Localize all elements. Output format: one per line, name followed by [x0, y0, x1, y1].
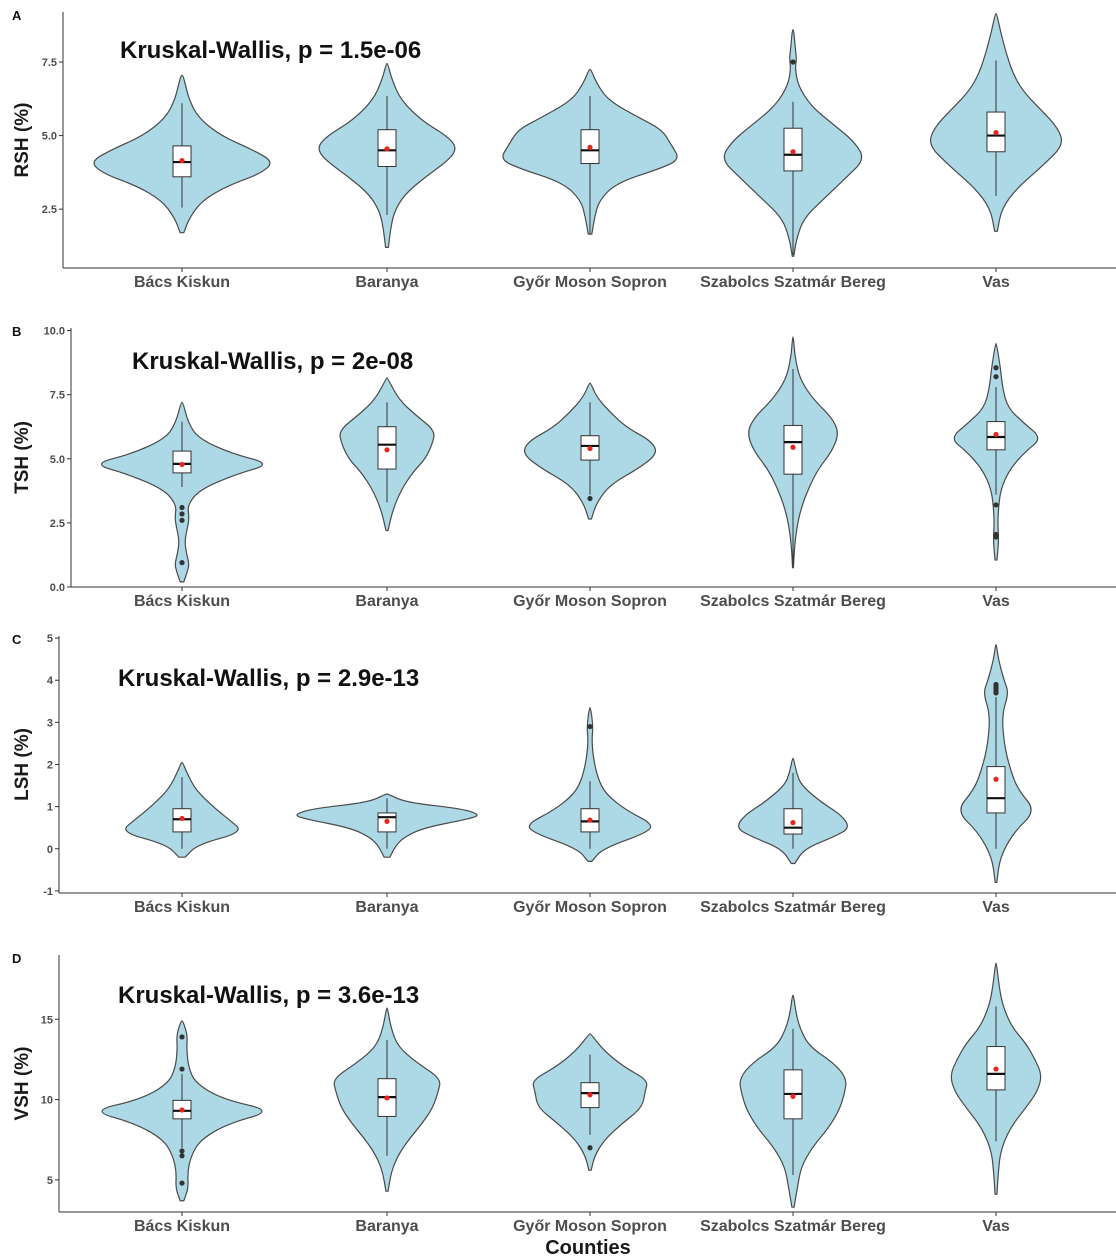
x-tick-label: Szabolcs Szatmár Bereg: [700, 899, 886, 916]
x-tick-label: Szabolcs Szatmár Bereg: [700, 274, 886, 291]
mean-point: [790, 149, 796, 155]
y-tick-label: 3: [47, 717, 53, 729]
outlier-point: [790, 59, 796, 65]
outlier-point: [993, 374, 999, 380]
outlier-point: [179, 1180, 185, 1186]
kruskal-wallis-annotation: Kruskal-Wallis, p = 2.9e-13: [118, 665, 419, 692]
y-tick-label: -1: [43, 886, 53, 898]
outlier-point: [587, 495, 593, 502]
y-tick-label: 1: [47, 802, 53, 814]
mean-point: [179, 461, 185, 468]
panel-letter: C: [12, 632, 22, 647]
outlier-point: [993, 365, 999, 371]
outlier-point: [993, 690, 999, 696]
mean-point: [790, 444, 796, 450]
mean-point: [587, 144, 593, 150]
y-tick-label: 10.0: [44, 326, 65, 338]
panel-C: C -1 0 1 2 3 4 5 LSH (%) Kruskal-Wallis, p = 2.9e…: [12, 632, 1116, 916]
mean-point: [384, 818, 390, 824]
x-tick-label: Baranya: [355, 899, 418, 916]
mean-point: [993, 431, 999, 438]
mean-point: [790, 820, 796, 826]
y-tick-label: 5: [47, 1175, 53, 1187]
y-axis-title: VSH (%): [12, 1047, 33, 1121]
y-tick-label: 5.0: [42, 131, 57, 143]
outlier-point: [179, 504, 185, 511]
mean-point: [179, 815, 185, 822]
outlier-point: [179, 511, 185, 517]
y-tick-label: 15: [41, 1014, 53, 1026]
kruskal-wallis-annotation: Kruskal-Wallis, p = 1.5e-06: [120, 37, 421, 64]
mean-point: [179, 1107, 185, 1113]
outlier-point: [993, 502, 999, 508]
mean-point: [384, 1095, 390, 1101]
outlier-point: [587, 723, 593, 730]
panel-B: B 0.0 2.5 5.0 7.5 10.0 TSH (%) Kruskal-Wallis, …: [12, 324, 1116, 610]
x-tick-label: Vas: [982, 899, 1010, 916]
panels-layer: A 2.5 5.0 7.5 RSH (%) Kruskal-Wallis, p = 1.5…: [12, 8, 1116, 1235]
outlier-point: [179, 1034, 185, 1040]
mean-point: [993, 776, 999, 782]
mean-point: [587, 817, 593, 823]
kruskal-wallis-annotation: Kruskal-Wallis, p = 2e-08: [132, 348, 413, 375]
y-tick-label: 7.5: [50, 390, 65, 402]
boxplot-box: [986, 766, 1006, 814]
y-tick-label: 7.5: [42, 57, 57, 69]
mean-point: [790, 1093, 796, 1099]
x-tick-label: Vas: [982, 593, 1010, 610]
kruskal-wallis-annotation: Kruskal-Wallis, p = 3.6e-13: [118, 982, 419, 1009]
x-tick-label: Vas: [982, 1218, 1010, 1235]
y-tick-label: 5.0: [50, 454, 65, 466]
panel-D: D 5 10 15 VSH (%) Kruskal-Wallis, p = 3.6e-13…: [12, 951, 1116, 1235]
x-tick-label: Szabolcs Szatmár Bereg: [700, 1218, 886, 1235]
x-tick-label: Vas: [982, 274, 1010, 291]
outlier-point: [179, 517, 185, 523]
x-tick-label: Szabolcs Szatmár Bereg: [700, 593, 886, 610]
mean-point: [587, 445, 593, 452]
x-tick-label: Baranya: [355, 274, 418, 291]
x-tick-label: Győr Moson Sopron: [513, 593, 667, 610]
x-tick-label: Bács Kiskun: [134, 1218, 230, 1235]
x-tick-label: Baranya: [355, 1218, 418, 1235]
panel-letter: D: [12, 951, 21, 966]
panel-A: A 2.5 5.0 7.5 RSH (%) Kruskal-Wallis, p = 1.5…: [12, 8, 1116, 291]
violin-0: [100, 401, 264, 583]
x-tick-label: Győr Moson Sopron: [513, 899, 667, 916]
mean-point: [993, 1066, 999, 1072]
y-axis-title: RSH (%): [12, 103, 33, 178]
mean-point: [384, 447, 390, 453]
outlier-point: [179, 1153, 185, 1159]
y-tick-label: 0: [47, 844, 53, 856]
mean-point: [993, 130, 999, 136]
x-tick-label: Győr Moson Sopron: [513, 274, 667, 291]
y-tick-label: 5: [47, 633, 53, 645]
y-tick-label: 0.0: [50, 582, 65, 594]
y-tick-label: 10: [41, 1095, 53, 1107]
y-tick-label: 2.5: [50, 518, 65, 530]
outlier-point: [993, 534, 999, 540]
x-axis-title: Counties: [545, 1237, 631, 1259]
y-tick-label: 4: [47, 675, 54, 687]
x-tick-label: Baranya: [355, 593, 418, 610]
x-tick-label: Bács Kiskun: [134, 899, 230, 916]
panel-letter: A: [12, 8, 22, 23]
outlier-point: [179, 1066, 185, 1072]
panel-letter: B: [12, 324, 21, 339]
x-tick-label: Bács Kiskun: [134, 274, 230, 291]
y-tick-label: 2.5: [42, 204, 57, 216]
outlier-point: [179, 1148, 185, 1154]
y-axis-title: LSH (%): [12, 728, 33, 801]
mean-point: [587, 1092, 593, 1098]
y-tick-label: 2: [47, 760, 53, 772]
x-tick-label: Bács Kiskun: [134, 593, 230, 610]
mean-point: [179, 157, 185, 164]
outlier-point: [587, 1145, 593, 1151]
outlier-point: [179, 560, 185, 566]
mean-point: [384, 146, 390, 152]
y-axis-title: TSH (%): [12, 421, 33, 494]
x-tick-label: Győr Moson Sopron: [513, 1218, 667, 1235]
